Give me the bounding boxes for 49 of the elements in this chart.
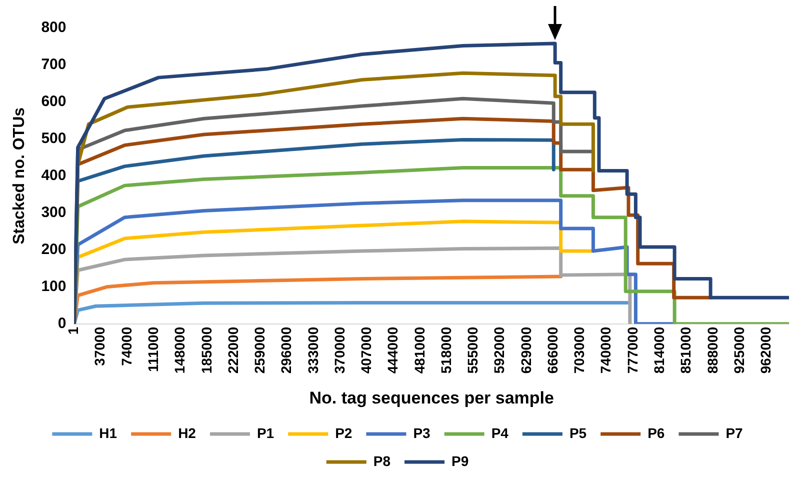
x-tick-label: 222000: [224, 326, 241, 374]
x-tick-label: 555000: [464, 326, 481, 374]
y-axis-title: Stacked no. OTUs: [11, 107, 28, 244]
x-tick-label: 444000: [384, 326, 401, 374]
legend-label: P6: [648, 424, 665, 441]
x-tick-label: 148000: [172, 326, 188, 374]
legend-label: P7: [726, 424, 744, 441]
x-tick-label: 481000: [411, 326, 428, 374]
legend-label: H1: [99, 424, 118, 441]
y-tick-label: 300: [41, 204, 66, 222]
x-tick-label: 777000: [624, 326, 640, 374]
x-tick-label: 259000: [252, 326, 268, 374]
x-tick-label: 962000: [758, 326, 774, 374]
y-tick-label: 0: [58, 315, 66, 332]
x-tick-label: 925000: [730, 326, 747, 374]
x-tick-label: 703000: [571, 326, 588, 374]
x-tick-label: 629000: [518, 326, 534, 374]
x-tick-label: 592000: [491, 326, 508, 374]
legend-label: P2: [335, 424, 352, 441]
legend-label: P3: [413, 424, 431, 441]
x-tick-label: 1: [65, 326, 82, 335]
y-tick-label: 500: [41, 130, 66, 148]
legend-label: H2: [178, 424, 196, 441]
x-tick-label: 185000: [198, 326, 214, 374]
y-tick-label: 400: [41, 167, 66, 184]
x-tick-label: 296000: [278, 326, 294, 374]
x-tick-label: 666000: [544, 326, 560, 374]
legend-label: P9: [452, 452, 469, 469]
x-tick-label: 74000: [118, 326, 134, 366]
legend-label: P8: [373, 452, 391, 469]
x-tick-label: 37000: [92, 326, 108, 366]
x-tick-label: 407000: [358, 326, 374, 374]
x-tick-label: 851000: [678, 326, 694, 374]
y-tick-label: 800: [41, 19, 66, 36]
y-tick-label: 600: [41, 93, 66, 110]
y-tick-label: 100: [41, 278, 66, 296]
x-tick-label: 333000: [304, 326, 321, 374]
legend-label: P1: [256, 424, 274, 441]
legend-label: P4: [491, 424, 509, 441]
x-tick-label: 888000: [704, 326, 720, 374]
x-tick-label: 740000: [598, 326, 614, 374]
y-tick-label: 700: [41, 56, 66, 74]
x-tick-label: 518000: [438, 326, 454, 374]
x-tick-label: 814000: [651, 326, 668, 374]
y-tick-label: 200: [41, 241, 66, 258]
x-axis-title: No. tag sequences per sample: [309, 388, 554, 408]
x-tick-label: 370000: [331, 326, 348, 374]
legend-label: P5: [569, 424, 587, 441]
x-tick-label: 111000: [144, 326, 161, 372]
